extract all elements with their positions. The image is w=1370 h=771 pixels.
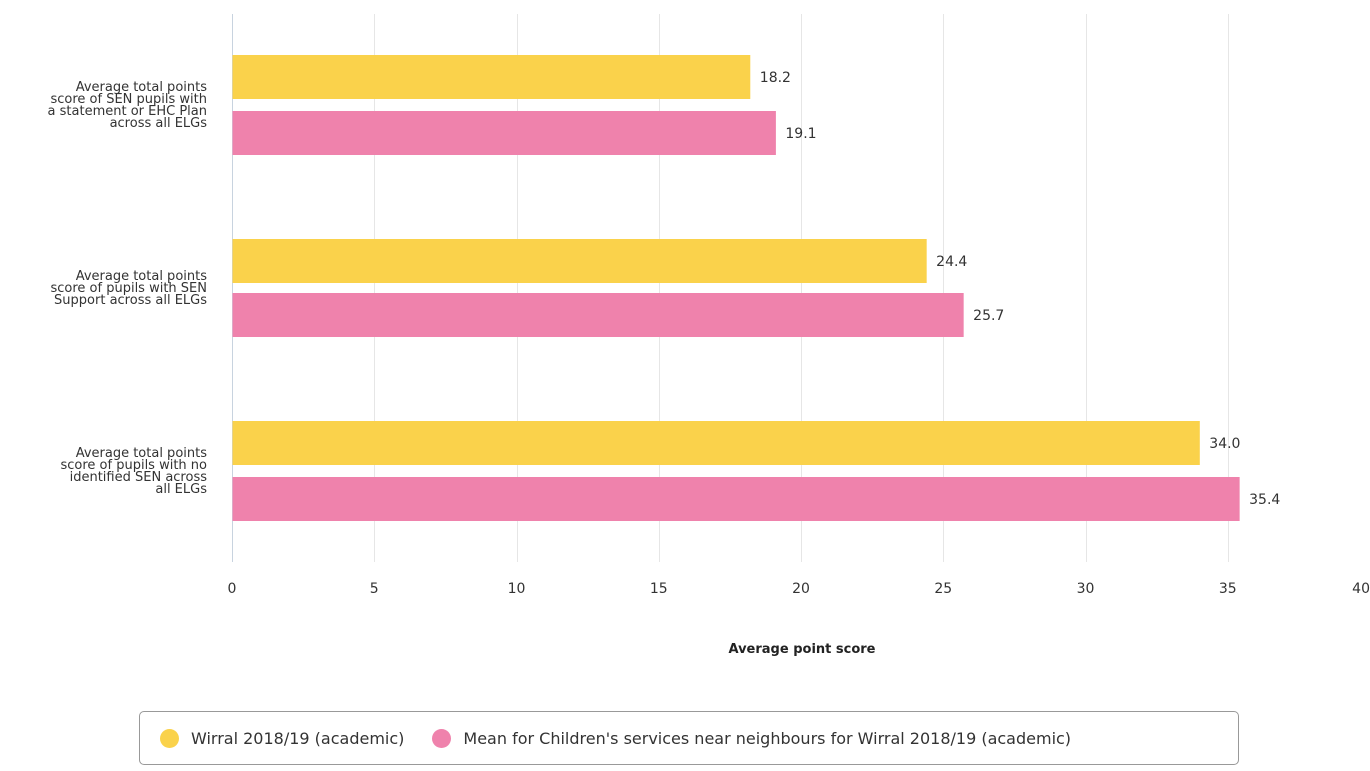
data-label: 19.1 [785, 126, 816, 142]
x-tick-label: 30 [1077, 581, 1095, 597]
legend-marker-icon [432, 729, 451, 748]
data-label: 35.4 [1249, 492, 1280, 508]
x-tick-label: 35 [1219, 581, 1237, 597]
x-tick-label: 15 [650, 581, 668, 597]
data-label: 24.4 [936, 254, 967, 270]
x-tick-label: 0 [228, 581, 237, 597]
x-tick-label: 20 [792, 581, 810, 597]
bar-near-neighbours[interactable] [233, 477, 1240, 521]
data-label: 18.2 [760, 70, 791, 86]
x-tick-label: 5 [370, 581, 379, 597]
data-label: 34.0 [1209, 436, 1240, 452]
bar-near-neighbours[interactable] [233, 293, 964, 337]
x-axis-title: Average point score [728, 642, 875, 657]
legend-label: Wirral 2018/19 (academic) [191, 729, 404, 748]
data-label: 25.7 [973, 308, 1004, 324]
x-axis-tick-labels: 0 5 10 15 20 25 30 35 40 [228, 581, 1370, 597]
legend-item-near-neighbours[interactable]: Mean for Children's services near neighb… [432, 729, 1071, 748]
bar-wirral[interactable] [233, 55, 751, 99]
x-tick-label: 25 [934, 581, 952, 597]
bar-wirral[interactable] [233, 239, 927, 283]
bar-wirral[interactable] [233, 421, 1200, 465]
legend-label: Mean for Children's services near neighb… [463, 729, 1071, 748]
legend: Wirral 2018/19 (academic) Mean for Child… [139, 711, 1239, 765]
legend-marker-icon [160, 729, 179, 748]
x-tick-label: 10 [508, 581, 526, 597]
bars [233, 55, 1240, 521]
legend-item-wirral[interactable]: Wirral 2018/19 (academic) [160, 729, 404, 748]
bar-near-neighbours[interactable] [233, 111, 776, 155]
x-tick-label: 40 [1352, 581, 1370, 597]
